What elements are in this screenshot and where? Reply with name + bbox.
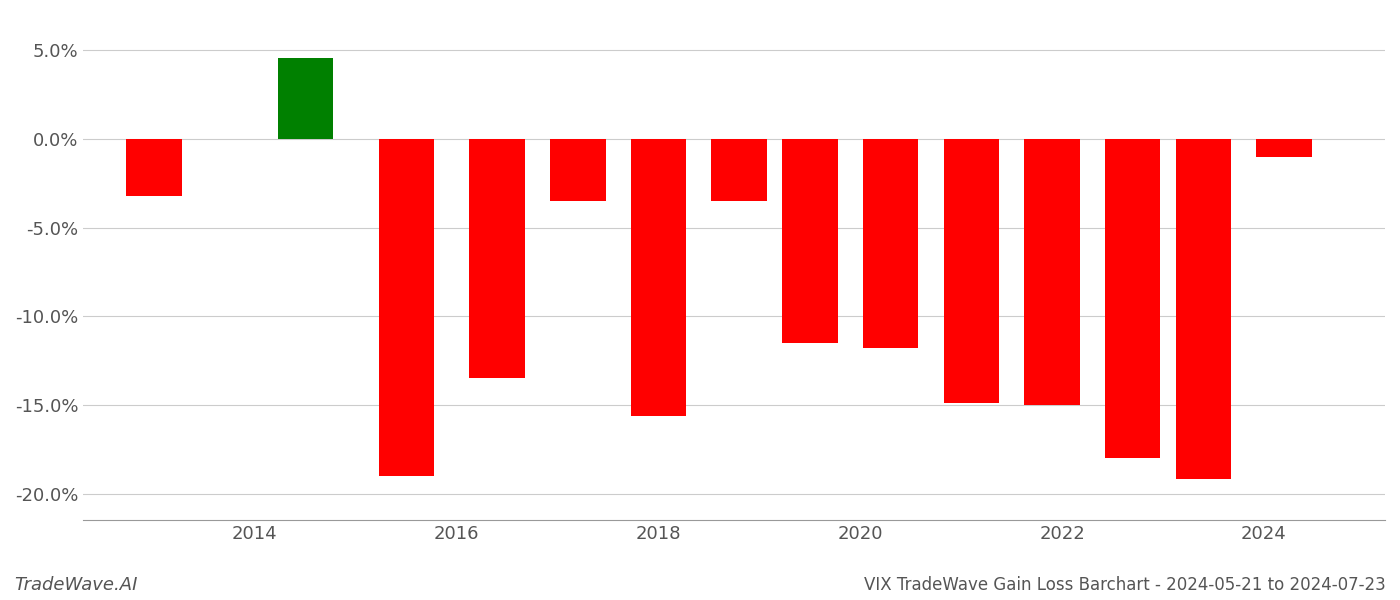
Bar <box>469 139 525 379</box>
Bar <box>1256 139 1312 157</box>
Bar <box>550 139 606 201</box>
Bar <box>944 139 1000 403</box>
Bar <box>862 139 918 348</box>
Bar <box>126 139 182 196</box>
Bar <box>631 139 686 416</box>
Bar <box>711 139 767 201</box>
Text: VIX TradeWave Gain Loss Barchart - 2024-05-21 to 2024-07-23: VIX TradeWave Gain Loss Barchart - 2024-… <box>864 576 1386 594</box>
Bar <box>783 139 837 343</box>
Bar <box>1176 139 1231 479</box>
Bar <box>277 58 333 139</box>
Bar <box>1105 139 1161 458</box>
Bar <box>378 139 434 476</box>
Bar <box>1025 139 1079 405</box>
Text: TradeWave.AI: TradeWave.AI <box>14 576 137 594</box>
